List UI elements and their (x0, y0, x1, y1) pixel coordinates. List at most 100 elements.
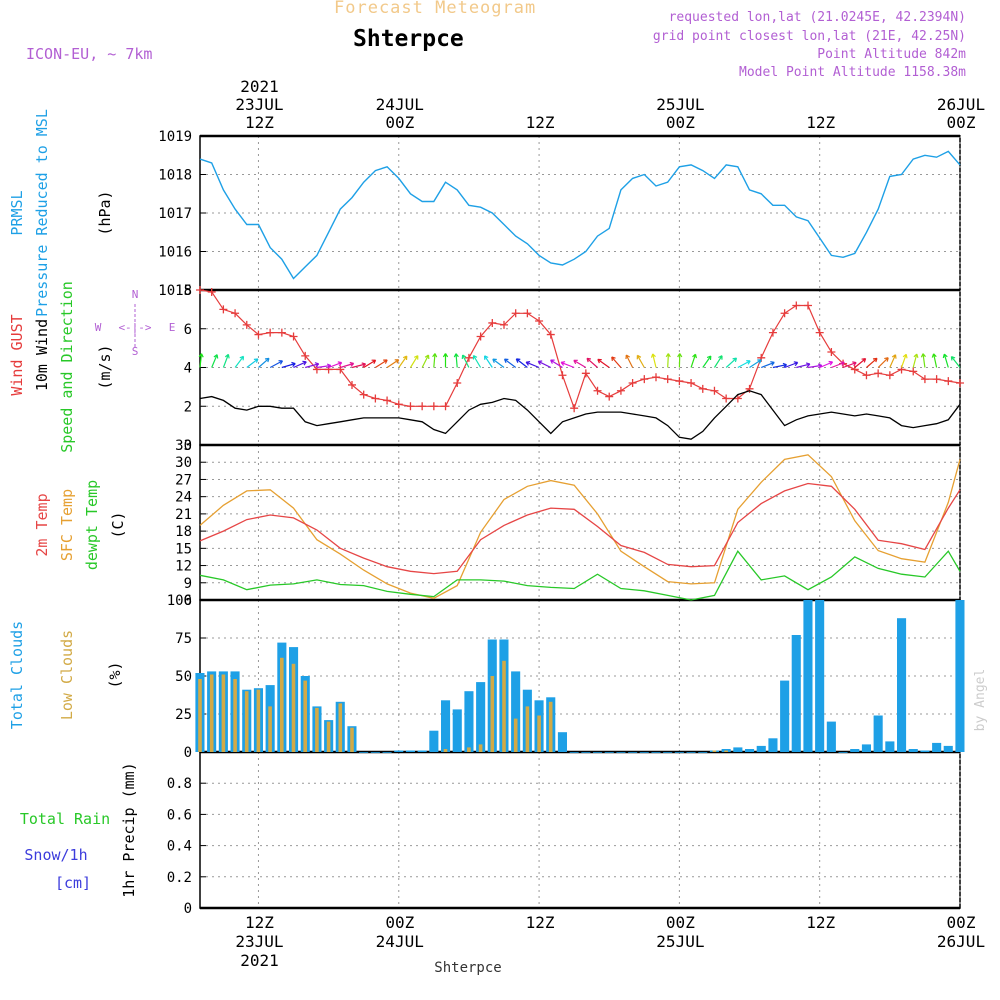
gust-marker (581, 369, 590, 378)
total-cloud-bar (476, 682, 486, 752)
gust-marker (885, 371, 894, 380)
total-cloud-bar (639, 752, 649, 753)
gust-marker (196, 286, 204, 294)
wind-direction-arrow (351, 362, 367, 369)
gust-marker (418, 402, 427, 411)
wind-direction-arrow (713, 355, 723, 368)
gust-marker (383, 396, 392, 405)
compass-e: E (169, 321, 176, 334)
low-cloud-bar (502, 660, 506, 752)
time-label-hour: 12Z (526, 913, 555, 932)
gust-marker (429, 402, 438, 411)
total-cloud-bar (908, 749, 918, 752)
time-label-date: 23JUL (235, 95, 283, 114)
low-cloud-bar (338, 703, 343, 752)
gust-marker (488, 318, 497, 327)
wind-direction-arrow (305, 362, 320, 369)
total-cloud-bar (511, 671, 521, 752)
gust-marker (289, 332, 298, 341)
total-cloud-bar (768, 738, 778, 752)
wind-direction-arrow (784, 361, 799, 369)
wind-direction-arrow (650, 353, 657, 368)
y-unit-ms: (m/s) (96, 344, 114, 389)
time-label-hour: 12Z (806, 113, 835, 132)
y-unit-hpa: (hPa) (96, 190, 114, 235)
wind-direction-arrow (725, 357, 738, 368)
total-cloud-bar (405, 750, 415, 752)
wind-direction-arrow (484, 355, 493, 368)
wind-direction-arrow (920, 353, 926, 368)
total-cloud-bar (441, 700, 451, 752)
time-label-date: 23JUL (235, 932, 283, 951)
gust-marker (464, 353, 473, 362)
total-cloud-bar (394, 750, 404, 752)
time-label-date: 25JUL (656, 95, 704, 114)
gust-marker (441, 402, 450, 411)
location-title: Shterpce (353, 26, 464, 52)
wind-direction-arrow (831, 361, 845, 369)
model-name: ICON-EU, ~ 7km (26, 45, 153, 63)
wind-direction-arrow (796, 362, 811, 369)
wind-direction-arrow (665, 353, 671, 368)
wind-direction-arrow (421, 354, 430, 368)
total-cloud-bar (557, 732, 567, 752)
wind-arrows (198, 353, 961, 369)
y-label-prmsl: PRMSL (8, 190, 26, 235)
wind-direction-arrow (550, 359, 563, 369)
wind-direction-arrow (340, 361, 355, 369)
time-label-hour: 00Z (385, 913, 414, 932)
wind-direction-arrow (877, 357, 889, 368)
y-tick-label: 6 (184, 322, 192, 338)
y-tick-label: 18 (175, 524, 192, 540)
time-label-hour: 12Z (806, 913, 835, 932)
wind-direction-arrow (854, 358, 867, 368)
gust-line (199, 289, 961, 411)
low-cloud-bar (256, 689, 261, 752)
time-label-hour: 00Z (385, 113, 414, 132)
wind-direction-arrow (281, 361, 296, 369)
gust-marker (628, 379, 637, 387)
time-label-hour: 00Z (947, 113, 976, 132)
time-label-date: 24JUL (376, 95, 424, 114)
y-unit-c: (C) (109, 511, 127, 538)
y-tick-label: 0.4 (167, 839, 192, 855)
time-label-hour: 00Z (947, 913, 976, 932)
total-cloud-bar (791, 635, 801, 752)
total-cloud-bar (581, 752, 591, 753)
wind-direction-arrow (442, 353, 449, 368)
wind-direction-arrow (363, 359, 377, 369)
gust-marker (242, 320, 251, 329)
y-unit-percent: (%) (106, 661, 124, 688)
total-cloud-bar (873, 715, 883, 752)
y-tick-label: 9 (184, 576, 192, 592)
gust-marker (207, 287, 216, 296)
gust-marker (219, 305, 228, 314)
wind-direction-arrow (737, 360, 751, 369)
gust-marker (652, 373, 660, 382)
wind-direction-arrow (269, 360, 284, 369)
legend-snow: Snow/1h (24, 846, 87, 864)
wind-direction-arrow (900, 353, 908, 368)
panel-frame (199, 751, 961, 909)
gust-marker (663, 375, 672, 384)
total-cloud-bar (943, 745, 953, 752)
gust-marker (722, 394, 731, 403)
wind-direction-arrow (461, 354, 470, 368)
time-label-hour: 12Z (526, 113, 555, 132)
low-cloud-bar (513, 718, 518, 752)
gust-marker (371, 394, 380, 403)
compass-w: W (95, 321, 102, 334)
y-label-sfc-temp: SFC Temp (58, 489, 76, 561)
wind-direction-arrow (677, 353, 683, 368)
wind-direction-arrow (573, 359, 587, 369)
y-tick-label: 21 (175, 507, 192, 523)
wind-direction-arrow (842, 361, 857, 369)
low-cloud-bar (221, 674, 226, 752)
gust-marker (570, 404, 579, 413)
low-cloud-bar (291, 663, 296, 752)
low-cloud-bar (209, 674, 214, 752)
gust-marker (535, 317, 544, 325)
gust-marker (710, 386, 719, 395)
wind-direction-arrow (819, 360, 834, 369)
